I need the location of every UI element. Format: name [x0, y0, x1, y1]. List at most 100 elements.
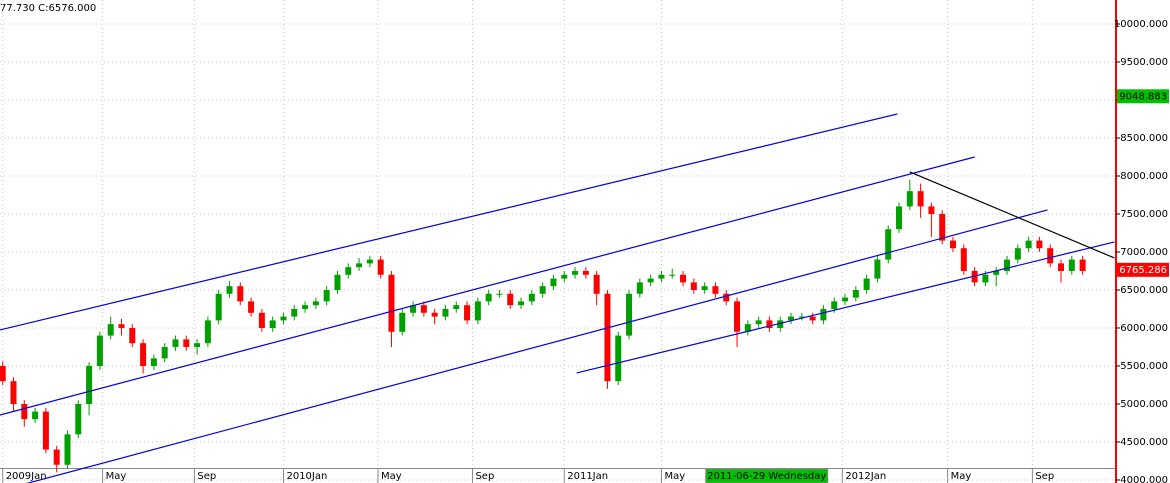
x-tick-label: May — [106, 471, 127, 482]
candle-body — [680, 274, 687, 283]
trendline — [0, 113, 898, 331]
candle-body — [723, 293, 730, 302]
x-tick-label: May — [664, 471, 685, 482]
candle-body — [539, 286, 546, 294]
candle-body — [690, 282, 697, 290]
candle-body — [1025, 240, 1032, 249]
candle-body — [755, 320, 762, 325]
candle-body — [582, 270, 589, 275]
candle-body — [993, 270, 1000, 275]
candle-body — [1079, 259, 1086, 271]
candle-body — [312, 301, 319, 306]
candle-body — [21, 403, 28, 420]
y-tick-label: 9500.000 — [1120, 57, 1168, 68]
candle-body — [842, 297, 849, 302]
candle-body — [777, 320, 784, 328]
header-text: 77.730 C:6576.000 — [0, 3, 96, 14]
candle-body — [798, 316, 805, 318]
price-label-box — [1117, 89, 1169, 104]
candle-body — [939, 213, 946, 241]
x-tick-label: Sep — [1035, 471, 1054, 482]
candle-body — [280, 316, 287, 321]
candle-body — [75, 403, 82, 435]
candle-body — [248, 301, 255, 313]
candle-body — [204, 320, 211, 344]
candle-body — [377, 259, 384, 275]
candle-body — [1068, 259, 1075, 271]
candle-body — [129, 327, 136, 344]
candle-body — [744, 324, 751, 332]
candle-body — [863, 278, 870, 290]
candle-body — [712, 286, 719, 294]
candle-body — [53, 449, 60, 465]
candle-body — [226, 286, 233, 294]
cursor-label-box — [705, 468, 829, 483]
candle-body — [647, 278, 654, 283]
x-tick-label: May — [381, 471, 402, 482]
price-label: 6765.286 — [1119, 265, 1167, 276]
candle-body — [118, 324, 125, 328]
candle-body — [0, 365, 6, 382]
candle-body — [366, 259, 373, 264]
candle-body — [928, 206, 935, 214]
candle-body — [561, 274, 568, 279]
candle-body — [950, 240, 957, 249]
candle-body — [334, 274, 341, 290]
y-tick-label: 6000.000 — [1120, 323, 1168, 334]
candle-body — [701, 286, 708, 290]
y-tick-label: 5000.000 — [1120, 399, 1168, 410]
candle-body — [399, 312, 406, 332]
y-tick-label: 5500.000 — [1120, 361, 1168, 372]
y-tick-label: 4000.000 — [1120, 475, 1168, 483]
candle-body — [183, 339, 190, 347]
candle-body — [269, 320, 276, 328]
x-tick-label: May — [951, 471, 972, 482]
candle-body — [820, 308, 827, 321]
x-tick-label: 2009Jan — [6, 471, 47, 482]
candle-body — [453, 305, 460, 309]
candle-body — [42, 411, 49, 450]
candle-body — [658, 274, 665, 279]
candle-body — [669, 274, 676, 276]
candle-body — [626, 293, 633, 336]
y-tick-label: 7000.000 — [1120, 247, 1168, 258]
candle-body — [237, 286, 244, 302]
y-tick-label: 4500.000 — [1120, 437, 1168, 448]
candle-body — [518, 301, 525, 306]
candle-body — [388, 274, 395, 332]
candle-body — [885, 229, 892, 260]
candle-body — [194, 343, 201, 347]
candle-body — [615, 335, 622, 382]
candle-body — [960, 248, 967, 271]
candle-body — [809, 316, 816, 321]
candle-body — [32, 411, 39, 420]
candle-body — [96, 335, 103, 366]
candle-body — [1058, 263, 1065, 271]
candle-body — [874, 259, 881, 279]
x-tick-label: Sep — [197, 471, 216, 482]
candle-body — [172, 339, 179, 347]
candle-body — [86, 365, 93, 404]
y-tick-label: 8000.000 — [1120, 171, 1168, 182]
candle-body — [604, 293, 611, 382]
candle-body — [107, 324, 114, 336]
candle-body — [971, 270, 978, 283]
y-tick-label: 6500.000 — [1120, 285, 1168, 296]
candle-body — [1047, 248, 1054, 264]
candle-body — [852, 289, 859, 298]
trendline — [26, 209, 1048, 483]
y-tick-label: 8500.000 — [1120, 133, 1168, 144]
candle-body — [1004, 259, 1011, 271]
candle-body — [766, 320, 773, 328]
trendline — [576, 241, 1115, 374]
candle-body — [734, 301, 741, 332]
candle-body — [140, 343, 147, 366]
x-tick-label: Sep — [475, 471, 494, 482]
candle-body — [323, 289, 330, 302]
y-tick-label: 10000.000 — [1114, 19, 1168, 30]
candle-body — [302, 305, 309, 309]
candle-body — [464, 305, 471, 321]
candle-body — [636, 282, 643, 294]
